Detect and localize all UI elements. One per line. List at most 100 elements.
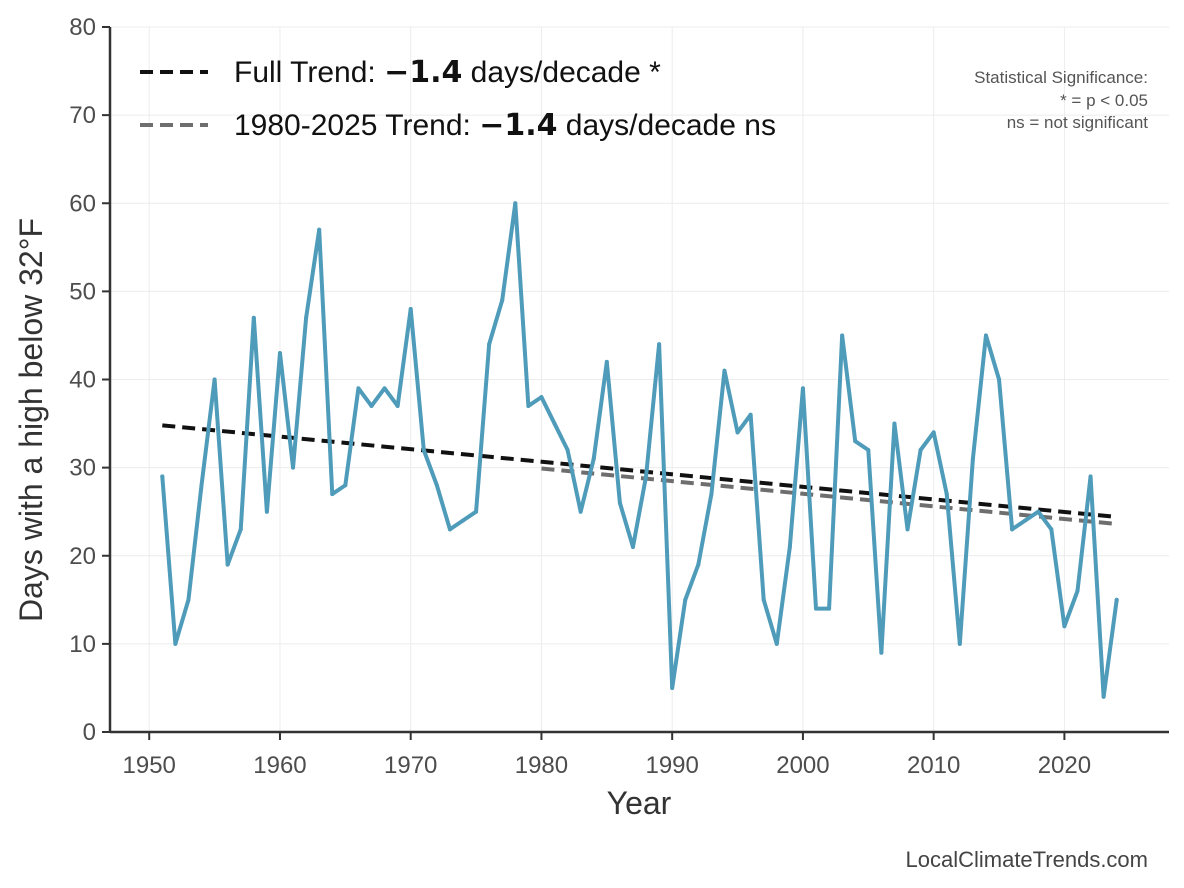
x-tick-label: 1980 xyxy=(515,752,568,779)
data-point xyxy=(591,456,596,461)
data-point xyxy=(774,641,779,646)
data-point xyxy=(160,474,165,479)
data-point xyxy=(853,439,858,444)
data-point xyxy=(212,377,217,382)
data-point xyxy=(1088,474,1093,479)
data-point xyxy=(277,351,282,356)
data-point xyxy=(983,333,988,338)
x-axis-title: Year xyxy=(607,785,672,821)
data-point xyxy=(814,606,818,611)
data-point xyxy=(630,544,635,549)
x-tick-label: 1990 xyxy=(645,752,698,779)
data-point xyxy=(800,386,805,391)
data-point xyxy=(317,227,322,232)
data-point xyxy=(513,201,518,206)
y-tick-label: 70 xyxy=(69,102,96,129)
data-point xyxy=(186,597,191,602)
data-point xyxy=(487,342,492,347)
x-tick-label: 1970 xyxy=(384,752,437,779)
data-point xyxy=(1101,694,1106,699)
data-point xyxy=(291,465,296,470)
data-point xyxy=(1023,518,1028,523)
data-point xyxy=(617,500,622,505)
data-point xyxy=(447,527,452,532)
data-point xyxy=(866,448,871,452)
data-point xyxy=(957,641,962,646)
data-point xyxy=(748,412,753,417)
y-tick-label: 30 xyxy=(69,455,96,482)
data-point xyxy=(787,544,792,549)
data-point xyxy=(408,307,413,311)
data-point xyxy=(644,474,649,479)
data-point xyxy=(1010,527,1015,532)
data-point xyxy=(225,562,230,567)
data-point xyxy=(761,597,766,602)
data-point xyxy=(578,509,583,514)
data-point xyxy=(657,342,662,347)
x-tick-label: 2010 xyxy=(907,752,960,779)
data-point xyxy=(264,509,269,514)
legend-label-full-trend: Full Trend: −1.4 days/decade * xyxy=(234,55,661,90)
data-point xyxy=(330,492,335,497)
data-point xyxy=(1036,509,1041,514)
data-point xyxy=(552,421,557,426)
x-tick-label: 2020 xyxy=(1038,752,1091,779)
data-point xyxy=(343,483,348,488)
y-tick-label: 20 xyxy=(69,543,96,570)
data-point xyxy=(944,492,949,497)
significance-note: Statistical Significance: * = p < 0.05 n… xyxy=(974,68,1148,132)
legend-label-1980-trend: 1980-2025 Trend: −1.4 days/decade ns xyxy=(234,108,776,143)
legend: Full Trend: −1.4 days/decade * 1980-2025… xyxy=(140,55,776,143)
trend-1980-2025-line xyxy=(541,466,1117,527)
x-tick-label: 1950 xyxy=(123,752,176,779)
data-point xyxy=(722,368,727,373)
data-point xyxy=(1075,589,1080,593)
data-point xyxy=(970,456,975,461)
y-tick-label: 40 xyxy=(69,367,96,394)
data-point xyxy=(840,333,845,338)
y-tick-label: 60 xyxy=(69,190,96,217)
credit-text: LocalClimateTrends.com xyxy=(906,847,1149,872)
trend-layer xyxy=(162,423,1117,527)
series-layer xyxy=(160,201,1119,699)
data-point xyxy=(604,359,609,364)
y-tick-label: 0 xyxy=(83,719,96,746)
data-point xyxy=(879,650,884,655)
data-point xyxy=(500,298,505,303)
grid-layer xyxy=(110,26,1169,733)
data-point xyxy=(1114,597,1119,602)
data-point xyxy=(827,606,832,611)
data-point xyxy=(238,527,243,532)
data-point xyxy=(356,386,361,391)
data-point xyxy=(474,509,479,514)
x-tick-label: 2000 xyxy=(776,752,829,779)
data-point xyxy=(382,386,387,391)
x-axis-ticks: 1950 1960 1970 1980 1990 2000 2010 2020 xyxy=(123,732,1091,779)
data-point xyxy=(735,430,740,435)
significance-line-2: ns = not significant xyxy=(1007,113,1149,132)
data-point xyxy=(369,403,374,408)
data-point xyxy=(173,641,178,646)
x-tick-label: 1960 xyxy=(253,752,306,779)
y-tick-label: 10 xyxy=(69,631,96,658)
data-point xyxy=(1062,624,1067,629)
data-point xyxy=(696,562,701,567)
data-point xyxy=(304,315,309,320)
data-point xyxy=(251,315,256,320)
data-point xyxy=(539,395,544,400)
data-point xyxy=(199,483,204,488)
data-point xyxy=(526,403,531,408)
data-point xyxy=(434,483,439,488)
data-point xyxy=(670,685,675,690)
data-point xyxy=(565,448,570,452)
data-point xyxy=(892,421,897,426)
data-point xyxy=(421,448,426,452)
data-series-line xyxy=(160,201,1119,699)
data-point xyxy=(1049,527,1054,532)
significance-line-1: * = p < 0.05 xyxy=(1060,91,1148,110)
data-point xyxy=(395,403,400,408)
y-tick-label: 80 xyxy=(69,14,96,41)
data-point xyxy=(905,527,910,532)
data-point xyxy=(931,430,936,435)
